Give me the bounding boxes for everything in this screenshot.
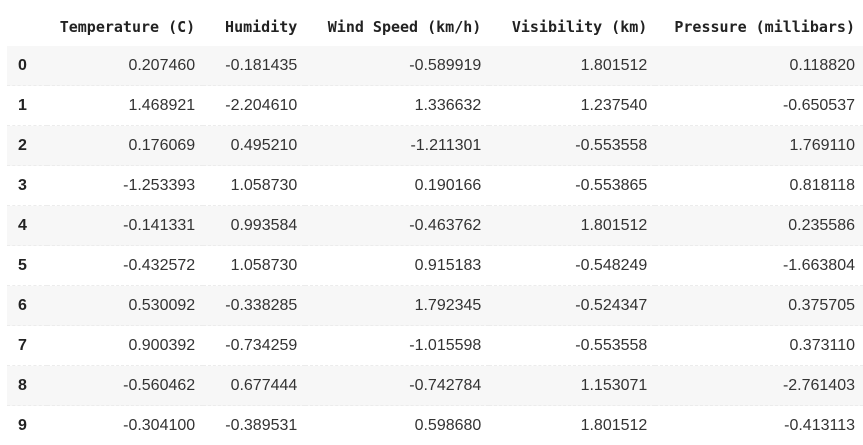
column-header-temperature: Temperature (C) <box>47 7 204 46</box>
cell-wind-speed: 1.336632 <box>305 86 489 126</box>
cell-temperature: 0.900392 <box>47 326 204 366</box>
cell-pressure: 0.818118 <box>655 166 863 206</box>
cell-humidity: -0.389531 <box>203 406 305 445</box>
cell-humidity: 1.058730 <box>203 246 305 286</box>
table-row: 3 -1.253393 1.058730 0.190166 -0.553865 … <box>7 166 863 206</box>
cell-humidity: 1.058730 <box>203 166 305 206</box>
row-index: 7 <box>7 326 47 366</box>
table-row: 9 -0.304100 -0.389531 0.598680 1.801512 … <box>7 406 863 445</box>
cell-visibility: -0.524347 <box>489 286 655 326</box>
row-index: 3 <box>7 166 47 206</box>
table-row: 8 -0.560462 0.677444 -0.742784 1.153071 … <box>7 366 863 406</box>
dataframe-table: Temperature (C) Humidity Wind Speed (km/… <box>7 7 863 445</box>
cell-temperature: -0.560462 <box>47 366 204 406</box>
cell-pressure: 1.769110 <box>655 126 863 166</box>
cell-visibility: 1.153071 <box>489 366 655 406</box>
table-row: 5 -0.432572 1.058730 0.915183 -0.548249 … <box>7 246 863 286</box>
cell-temperature: -0.432572 <box>47 246 204 286</box>
cell-humidity: -0.181435 <box>203 46 305 86</box>
cell-wind-speed: 0.915183 <box>305 246 489 286</box>
cell-wind-speed: -1.211301 <box>305 126 489 166</box>
cell-humidity: 0.495210 <box>203 126 305 166</box>
row-index: 2 <box>7 126 47 166</box>
row-index: 0 <box>7 46 47 86</box>
cell-wind-speed: -0.463762 <box>305 206 489 246</box>
cell-pressure: 0.235586 <box>655 206 863 246</box>
cell-pressure: -0.413113 <box>655 406 863 445</box>
row-index: 6 <box>7 286 47 326</box>
cell-humidity: -2.204610 <box>203 86 305 126</box>
cell-visibility: 1.237540 <box>489 86 655 126</box>
cell-wind-speed: 1.792345 <box>305 286 489 326</box>
cell-pressure: -2.761403 <box>655 366 863 406</box>
cell-temperature: -0.304100 <box>47 406 204 445</box>
cell-wind-speed: -0.742784 <box>305 366 489 406</box>
cell-visibility: -0.553558 <box>489 126 655 166</box>
index-header <box>7 7 47 46</box>
column-header-humidity: Humidity <box>203 7 305 46</box>
cell-temperature: 0.207460 <box>47 46 204 86</box>
row-index: 8 <box>7 366 47 406</box>
cell-visibility: 1.801512 <box>489 406 655 445</box>
header-row: Temperature (C) Humidity Wind Speed (km/… <box>7 7 863 46</box>
cell-wind-speed: -0.589919 <box>305 46 489 86</box>
cell-humidity: 0.993584 <box>203 206 305 246</box>
cell-humidity: -0.338285 <box>203 286 305 326</box>
table-row: 2 0.176069 0.495210 -1.211301 -0.553558 … <box>7 126 863 166</box>
cell-humidity: -0.734259 <box>203 326 305 366</box>
cell-wind-speed: 0.190166 <box>305 166 489 206</box>
cell-pressure: 0.373110 <box>655 326 863 366</box>
cell-wind-speed: 0.598680 <box>305 406 489 445</box>
cell-pressure: 0.118820 <box>655 46 863 86</box>
cell-temperature: -1.253393 <box>47 166 204 206</box>
table-row: 7 0.900392 -0.734259 -1.015598 -0.553558… <box>7 326 863 366</box>
cell-wind-speed: -1.015598 <box>305 326 489 366</box>
column-header-visibility: Visibility (km) <box>489 7 655 46</box>
cell-pressure: 0.375705 <box>655 286 863 326</box>
table-row: 1 1.468921 -2.204610 1.336632 1.237540 -… <box>7 86 863 126</box>
row-index: 1 <box>7 86 47 126</box>
table-row: 4 -0.141331 0.993584 -0.463762 1.801512 … <box>7 206 863 246</box>
row-index: 5 <box>7 246 47 286</box>
cell-visibility: -0.553865 <box>489 166 655 206</box>
cell-temperature: 1.468921 <box>47 86 204 126</box>
cell-visibility: -0.548249 <box>489 246 655 286</box>
cell-visibility: 1.801512 <box>489 46 655 86</box>
column-header-wind-speed: Wind Speed (km/h) <box>305 7 489 46</box>
cell-temperature: -0.141331 <box>47 206 204 246</box>
table-row: 6 0.530092 -0.338285 1.792345 -0.524347 … <box>7 286 863 326</box>
cell-pressure: -1.663804 <box>655 246 863 286</box>
column-header-pressure: Pressure (millibars) <box>655 7 863 46</box>
table-row: 0 0.207460 -0.181435 -0.589919 1.801512 … <box>7 46 863 86</box>
row-index: 9 <box>7 406 47 445</box>
cell-humidity: 0.677444 <box>203 366 305 406</box>
cell-temperature: 0.530092 <box>47 286 204 326</box>
cell-temperature: 0.176069 <box>47 126 204 166</box>
cell-pressure: -0.650537 <box>655 86 863 126</box>
cell-visibility: -0.553558 <box>489 326 655 366</box>
cell-visibility: 1.801512 <box>489 206 655 246</box>
row-index: 4 <box>7 206 47 246</box>
